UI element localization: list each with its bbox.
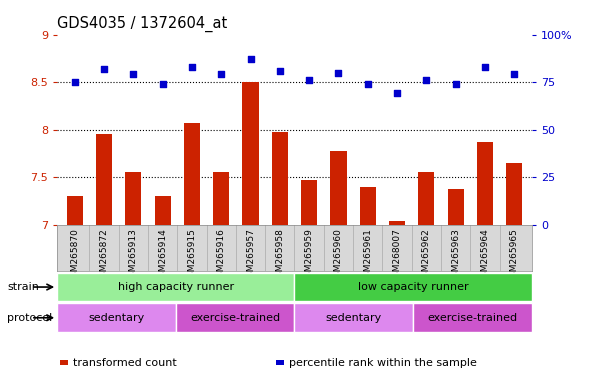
Text: GSM265916: GSM265916 <box>217 228 226 283</box>
Text: GSM265915: GSM265915 <box>188 228 197 283</box>
Point <box>480 64 490 70</box>
Text: GSM265960: GSM265960 <box>334 228 343 283</box>
Text: low capacity runner: low capacity runner <box>358 282 469 292</box>
Text: GSM265914: GSM265914 <box>158 228 167 283</box>
Text: GSM265965: GSM265965 <box>510 228 519 283</box>
Point <box>246 56 255 62</box>
Text: GSM265963: GSM265963 <box>451 228 460 283</box>
Bar <box>57 273 294 301</box>
Text: GSM265964: GSM265964 <box>480 228 489 283</box>
Point <box>275 68 285 74</box>
Point <box>392 90 402 96</box>
Text: GSM265959: GSM265959 <box>305 228 314 283</box>
Bar <box>448 189 464 225</box>
Point <box>187 64 197 70</box>
Bar <box>175 303 294 332</box>
Text: GDS4035 / 1372604_at: GDS4035 / 1372604_at <box>57 16 227 32</box>
Text: exercise-trained: exercise-trained <box>427 313 517 323</box>
Text: GSM265962: GSM265962 <box>422 228 431 283</box>
Text: GSM265958: GSM265958 <box>275 228 284 283</box>
Point <box>70 79 79 85</box>
Text: sedentary: sedentary <box>326 313 382 323</box>
Bar <box>125 172 141 225</box>
Bar <box>301 180 317 225</box>
Text: GSM265872: GSM265872 <box>100 228 109 283</box>
Bar <box>418 172 435 225</box>
Text: GSM265870: GSM265870 <box>70 228 79 283</box>
Point <box>216 71 226 78</box>
Text: strain: strain <box>7 282 39 292</box>
Text: transformed count: transformed count <box>73 358 177 368</box>
Bar <box>67 196 83 225</box>
Text: sedentary: sedentary <box>88 313 145 323</box>
Bar <box>57 303 175 332</box>
Text: exercise-trained: exercise-trained <box>190 313 280 323</box>
Bar <box>360 187 376 225</box>
Bar <box>389 221 405 225</box>
Text: GSM265957: GSM265957 <box>246 228 255 283</box>
Point <box>304 77 314 83</box>
Bar <box>294 273 532 301</box>
Text: GSM268007: GSM268007 <box>392 228 401 283</box>
Point <box>334 70 343 76</box>
Bar <box>294 303 413 332</box>
Bar <box>242 82 258 225</box>
Bar <box>413 303 532 332</box>
Point <box>451 81 460 87</box>
Point <box>99 66 109 72</box>
Text: protocol: protocol <box>7 313 52 323</box>
Point <box>510 71 519 78</box>
Bar <box>154 196 171 225</box>
Point <box>421 77 431 83</box>
Bar <box>272 132 288 225</box>
Bar <box>213 172 229 225</box>
Bar <box>506 163 522 225</box>
Text: percentile rank within the sample: percentile rank within the sample <box>289 358 477 368</box>
Point <box>158 81 168 87</box>
Bar <box>331 151 347 225</box>
Point <box>129 71 138 78</box>
Text: GSM265913: GSM265913 <box>129 228 138 283</box>
Bar <box>477 142 493 225</box>
Text: GSM265961: GSM265961 <box>363 228 372 283</box>
Point <box>363 81 373 87</box>
Bar <box>96 134 112 225</box>
Text: high capacity runner: high capacity runner <box>118 282 234 292</box>
Bar <box>184 123 200 225</box>
